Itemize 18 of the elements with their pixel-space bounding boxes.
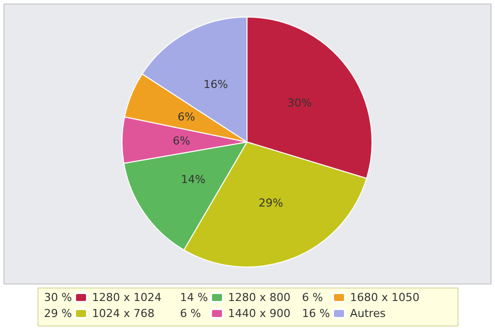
- text: 29 %: [44, 307, 72, 320]
- legend-label: 1280 x 800: [228, 291, 290, 304]
- data-label: 30%: [287, 96, 312, 110]
- text: 14 %: [180, 291, 208, 304]
- legend-label: 1280 x 1024: [92, 291, 162, 304]
- text: 6 %: [302, 291, 323, 304]
- text: 16 %: [302, 307, 330, 320]
- legend-label: 1680 x 1050: [350, 291, 420, 304]
- data-label: 14%: [180, 172, 206, 186]
- data-label: 6%: [172, 134, 190, 148]
- data-label: 6%: [178, 110, 196, 124]
- legend-label: 1024 x 768: [92, 307, 154, 320]
- text: 6 %: [180, 307, 201, 320]
- legend-label: 1440 x 900: [228, 307, 290, 320]
- text: 30 %: [44, 291, 72, 304]
- data-label: 16%: [204, 78, 228, 91]
- data-label: 29%: [258, 196, 284, 210]
- legend-label: Autres: [350, 307, 386, 320]
